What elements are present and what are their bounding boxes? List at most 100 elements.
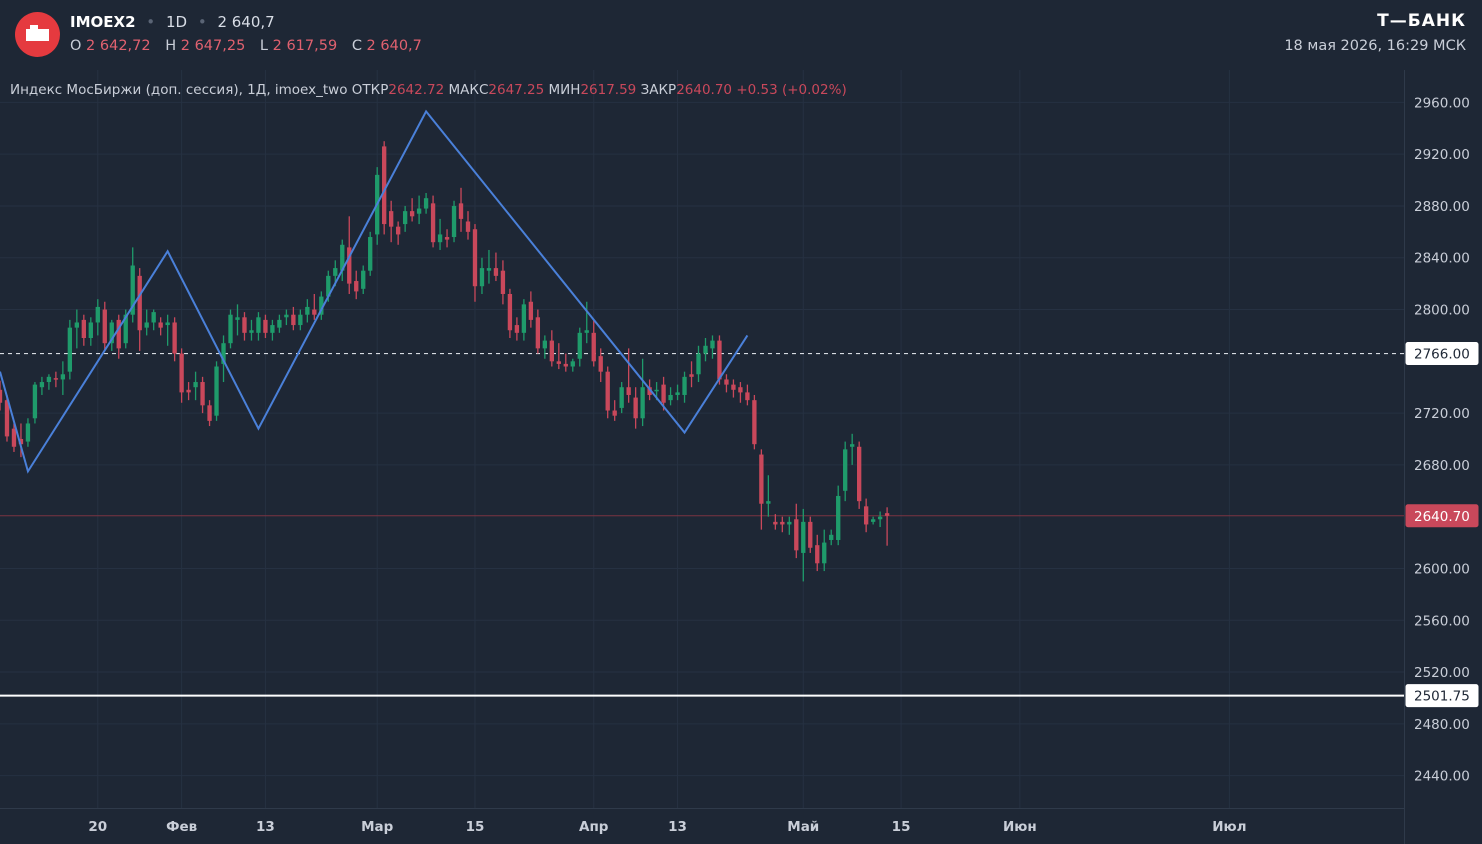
candle-body-down xyxy=(605,371,610,411)
candle-body-down xyxy=(724,379,729,385)
candle-body-down xyxy=(794,519,799,551)
candle-body-down xyxy=(172,322,177,354)
candle-body-down xyxy=(458,203,464,219)
candle-body-up xyxy=(542,340,548,349)
candle-body-down xyxy=(808,521,813,548)
time-axis xyxy=(0,808,1404,844)
candle-body-up xyxy=(88,322,93,339)
candle-body-up xyxy=(221,343,226,364)
price-label: 2640.70 xyxy=(1414,509,1470,525)
x-tick-label: 15 xyxy=(466,819,485,835)
ticker-symbol[interactable]: IMOEX2 xyxy=(70,13,136,31)
candle-body-down xyxy=(312,309,317,315)
candle-body-down xyxy=(745,392,750,401)
candle-body-down xyxy=(472,229,478,287)
candle-body-up xyxy=(577,332,582,359)
legend-title: Индекс МосБиржи (доп. сессия), 1Д, imoex… xyxy=(10,82,348,98)
candle-body-down xyxy=(465,221,471,232)
candle-body-down xyxy=(382,146,387,225)
candle-body-up xyxy=(423,198,429,209)
candle-body-down xyxy=(53,378,59,380)
candle-body-down xyxy=(535,317,541,349)
candle-body-up xyxy=(270,325,275,333)
x-tick-label: Июн xyxy=(1003,819,1037,835)
candle-body-down xyxy=(738,387,743,393)
candle-body-down xyxy=(200,382,205,406)
candle-body-up xyxy=(67,327,73,372)
candle-body-up xyxy=(486,268,492,271)
candle-body-down xyxy=(409,211,415,217)
candle-body-up xyxy=(39,382,45,388)
chart-header: IMOEX2 • 1D • 2 640,7 O 2 642,72 H 2 647… xyxy=(0,0,1482,70)
candle-body-up xyxy=(877,516,883,520)
candle-body-up xyxy=(479,268,485,287)
x-tick-label: Апр xyxy=(579,819,609,835)
candle-body-down xyxy=(528,301,534,320)
candle-body-down xyxy=(661,384,666,403)
candle-body-down xyxy=(186,389,191,393)
candle-body-up xyxy=(60,374,66,380)
candle-body-up xyxy=(668,394,673,401)
candle-body-down xyxy=(137,275,142,331)
y-tick-label: 2720.00 xyxy=(1414,406,1470,422)
x-tick-label: Мар xyxy=(361,819,394,835)
y-tick-label: 2800.00 xyxy=(1414,303,1470,319)
y-tick-label: 2560.00 xyxy=(1414,613,1470,629)
candle-body-down xyxy=(116,319,121,349)
candle-body-down xyxy=(612,410,617,416)
candle-body-down xyxy=(158,322,163,328)
candle-body-down xyxy=(242,317,247,333)
candle-body-up xyxy=(829,534,834,540)
separator-dot: • xyxy=(146,13,156,31)
timestamp: 18 мая 2026, 16:29 МСК xyxy=(1284,38,1466,54)
candle-body-down xyxy=(0,389,3,403)
candle-body-up xyxy=(710,340,715,349)
candle-body-down xyxy=(291,314,296,326)
candle-body-up xyxy=(151,312,156,323)
candle-body-down xyxy=(18,439,24,445)
x-tick-label: Фев xyxy=(166,819,197,835)
low-value: 2 617,59 xyxy=(272,38,338,54)
price-chart[interactable]: 2960.00 2920.00 2880.00 2840.00 2800.00 2720.… xyxy=(0,70,1482,844)
brand-name: Т—БАНК xyxy=(1377,11,1466,31)
candle-body-down xyxy=(388,211,394,227)
candle-body-up xyxy=(416,208,422,214)
candle-body-up xyxy=(766,501,771,504)
open-value: 2 642,72 xyxy=(86,38,151,54)
x-tick-label: 13 xyxy=(668,819,687,835)
candle-body-up xyxy=(326,275,331,297)
x-tick-label: Июл xyxy=(1212,819,1246,835)
legend-high-label: МАКС xyxy=(448,82,489,98)
y-tick-label: 2840.00 xyxy=(1414,251,1470,267)
y-tick-label: 2600.00 xyxy=(1414,561,1470,577)
candle-body-up xyxy=(95,306,100,323)
candle-body-up xyxy=(235,317,240,320)
interval-label[interactable]: 1D xyxy=(165,13,188,31)
price-label-box xyxy=(1405,684,1479,708)
candle-body-up xyxy=(144,322,149,328)
y-tick-label: 2960.00 xyxy=(1414,95,1470,111)
candle-body-up xyxy=(696,353,701,375)
y-tick-label: 2440.00 xyxy=(1414,769,1470,785)
legend-open-label: ОТКР xyxy=(351,82,389,98)
high-value: 2 647,25 xyxy=(180,38,246,54)
price-axis xyxy=(1404,70,1482,844)
x-tick-label: 20 xyxy=(88,819,107,835)
candle-body-down xyxy=(354,281,359,292)
candle-body-up xyxy=(333,268,338,276)
candle-body-up xyxy=(32,384,38,419)
candle-body-down xyxy=(500,270,506,294)
candle-body-down xyxy=(179,353,184,393)
plot-area xyxy=(0,70,1404,808)
candle-body-up xyxy=(109,322,114,344)
candle-body-up xyxy=(277,319,282,328)
candle-body-down xyxy=(717,340,722,380)
candle-body-down xyxy=(633,397,638,419)
candle-body-up xyxy=(787,521,792,525)
series-legend: Индекс МосБиржи (доп. сессия), 1Д, imoex… xyxy=(10,82,847,98)
candle-body-up xyxy=(451,205,457,238)
candle-body-up xyxy=(822,542,827,564)
candle-body-down xyxy=(102,309,107,344)
candle-body-down xyxy=(647,387,652,395)
legend-close-value: 2640.70 xyxy=(676,82,733,98)
